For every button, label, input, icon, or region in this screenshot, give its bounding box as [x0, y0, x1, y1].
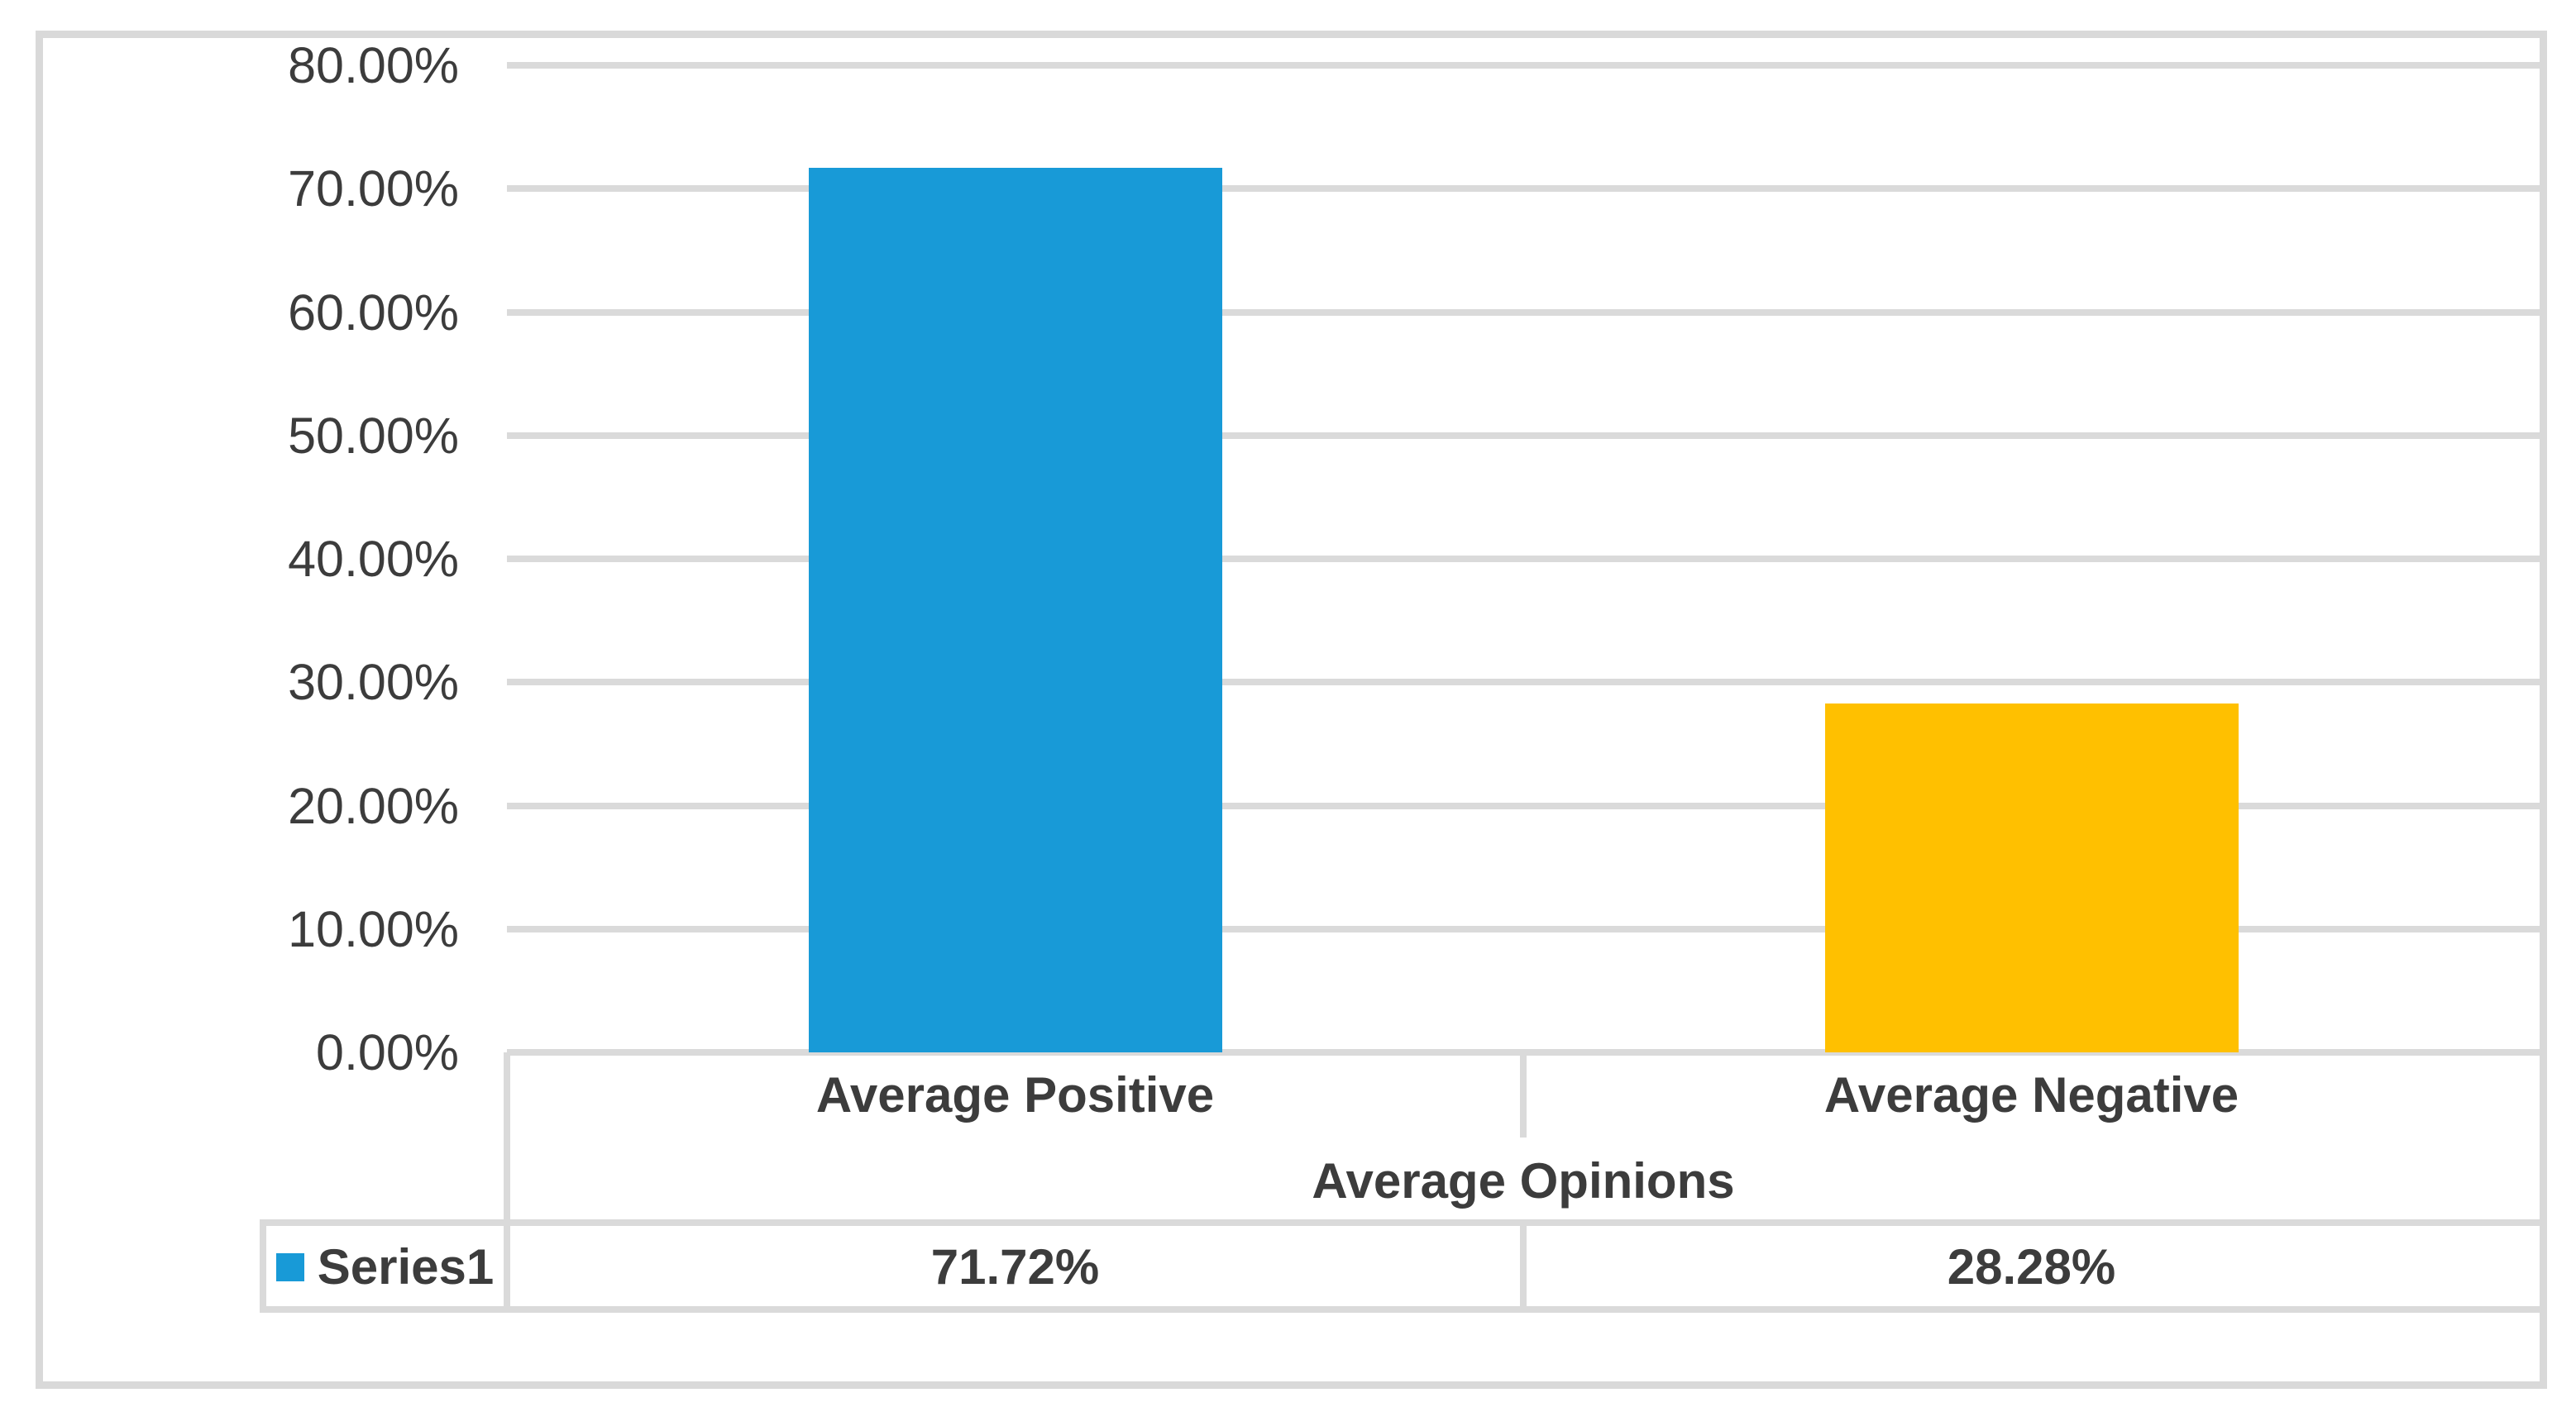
gridline-20.00% — [507, 803, 2540, 809]
x-axis-title: Average Opinions — [1312, 1153, 1735, 1209]
gridline-50.00% — [507, 432, 2540, 439]
gridline-70.00% — [507, 185, 2540, 192]
table-middle-divider — [1520, 1223, 1527, 1309]
bar-average-positive — [809, 168, 1222, 1052]
y-tick-label-0.00%: 0.00% — [316, 1024, 459, 1080]
y-tick-label-70.00%: 70.00% — [288, 160, 459, 217]
series1-legend-swatch-icon — [275, 1252, 304, 1281]
gridline-40.00% — [507, 556, 2540, 562]
y-tick-label-20.00%: 20.00% — [288, 778, 459, 834]
table-left-border — [260, 1219, 266, 1313]
table-value-average-positive: 71.72% — [930, 1239, 1100, 1295]
gridline-30.00% — [507, 679, 2540, 685]
gridline-80.00% — [507, 62, 2540, 69]
y-tick-label-80.00%: 80.00% — [288, 37, 459, 93]
y-tick-label-50.00%: 50.00% — [288, 408, 459, 464]
table-value-average-negative: 28.28% — [1947, 1239, 2116, 1295]
y-tick-label-30.00%: 30.00% — [288, 654, 459, 710]
table-bottom-border — [263, 1306, 2540, 1313]
plot-left-edge-line — [504, 1052, 510, 1309]
bar-average-negative — [1825, 704, 2239, 1052]
category-label-average-positive: Average Positive — [815, 1067, 1215, 1123]
series1-legend-label: Series1 — [317, 1238, 495, 1295]
chart-area-border — [36, 31, 2547, 1389]
y-tick-label-40.00%: 40.00% — [288, 531, 459, 587]
legend-cell: Series1 — [263, 1227, 507, 1307]
y-tick-label-10.00%: 10.00% — [288, 901, 459, 957]
gridline-10.00% — [507, 926, 2540, 932]
y-tick-label-60.00%: 60.00% — [288, 284, 459, 341]
table-top-border — [263, 1219, 2540, 1226]
gridline-60.00% — [507, 309, 2540, 316]
category-divider — [1520, 1052, 1527, 1138]
category-label-average-negative: Average Negative — [1823, 1067, 2239, 1123]
